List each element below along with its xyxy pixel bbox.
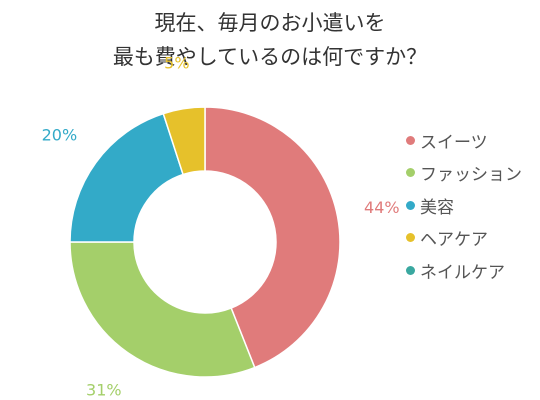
donut-slice — [204, 106, 341, 369]
legend-label: ネイルケア — [420, 262, 505, 283]
data-label: 5% — [164, 54, 189, 73]
chart-title-line1: 現在、毎月のお小遣いを — [154, 11, 386, 35]
legend-swatch — [406, 233, 415, 243]
legend-swatch — [406, 168, 415, 178]
legend-swatch — [406, 265, 415, 275]
legend-label: 美容 — [420, 197, 454, 218]
donut-slice — [69, 241, 256, 378]
legend-item-beauty: 美容 — [406, 189, 540, 222]
legend-item-fashion: ファッション — [406, 157, 540, 190]
data-label: 44% — [364, 198, 400, 217]
legend-item-sweets: スイーツ — [406, 124, 540, 157]
data-label: 20% — [42, 126, 78, 145]
legend-item-haircare: ヘアケア — [406, 222, 540, 255]
donut-slice — [69, 112, 185, 243]
donut-slice — [162, 106, 206, 176]
legend-label: ファッション — [420, 165, 522, 186]
legend-label: スイーツ — [420, 132, 488, 153]
data-label: 31% — [86, 380, 122, 399]
chart-title-line2: 最も費やしているのは何ですか？ — [112, 45, 428, 69]
legend-label: ヘアケア — [420, 230, 488, 251]
legend-item-nailcare: ネイルケア — [406, 254, 540, 287]
legend: スイーツ ファッション 美容 ヘアケア ネイルケア — [406, 124, 540, 287]
legend-swatch — [406, 200, 415, 210]
legend-swatch — [406, 135, 415, 145]
